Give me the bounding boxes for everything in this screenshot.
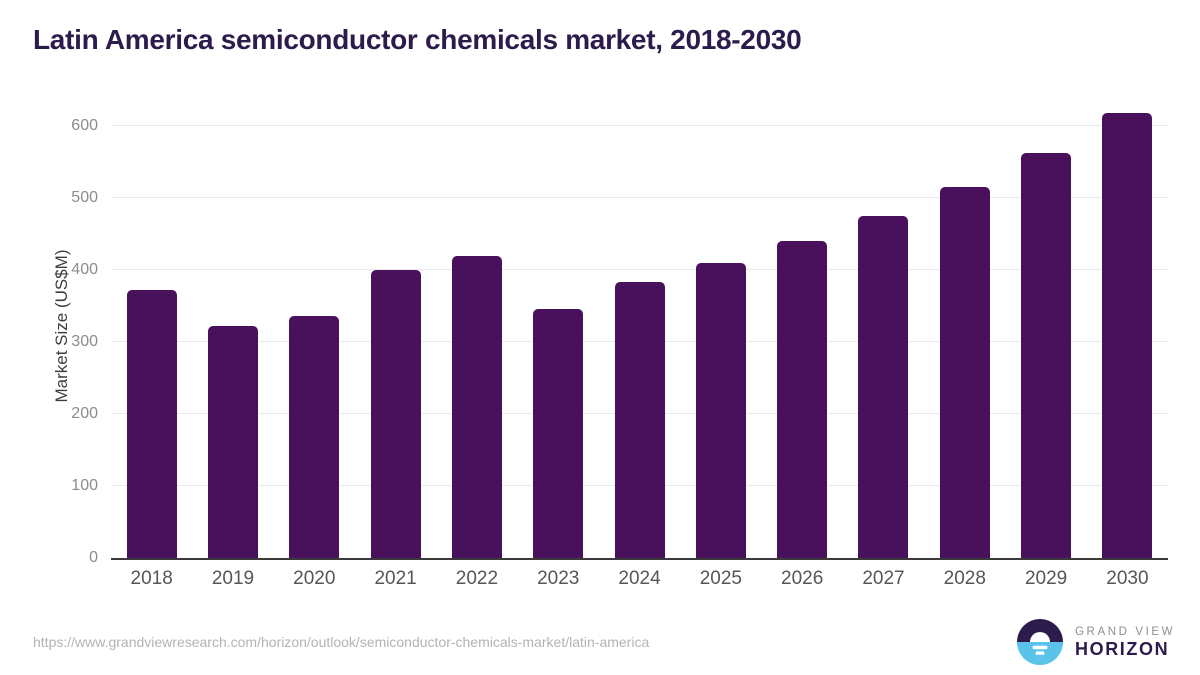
x-axis-labels: 2018 2019 2020 2021 2022 2023 2024 2025 2026 2027… (111, 568, 1168, 590)
x-tick-label-2024: 2024 (618, 568, 661, 589)
bar-slot-2024 (599, 94, 680, 558)
y-tick-label-400: 400 (71, 261, 98, 279)
x-tick-label-2019: 2019 (211, 568, 255, 589)
bar-slot-2022 (436, 94, 517, 558)
x-tick-label-2022: 2022 (455, 568, 499, 589)
x-tick-label-2027: 2027 (862, 568, 905, 589)
x-tick-label-2026: 2026 (781, 568, 824, 589)
y-tick-label-0: 0 (89, 549, 98, 566)
bars-row (111, 94, 1168, 558)
bar-slot-2027 (843, 94, 924, 558)
x-tick-label-2025: 2025 (699, 568, 742, 589)
bar-2019[interactable] (207, 325, 258, 558)
bar-2022[interactable] (451, 255, 502, 558)
bar-2018[interactable] (126, 289, 177, 558)
y-tick-label-300: 300 (71, 333, 98, 351)
x-tick-label-2029: 2029 (1024, 568, 1068, 589)
bar-slot-2018 (111, 94, 192, 558)
x-tick-label-2020: 2020 (293, 568, 336, 589)
bar-2020[interactable] (289, 315, 340, 558)
x-tick-label-2021: 2021 (374, 568, 417, 589)
bar-2027[interactable] (858, 215, 909, 558)
logo-horizon-text: HORIZON (1075, 638, 1170, 659)
x-tick-label-2028: 2028 (943, 568, 986, 589)
bar-2030[interactable] (1102, 113, 1153, 558)
logo-text: GRAND VIEW HORIZON (1075, 625, 1175, 660)
bar-slot-2021 (355, 94, 436, 558)
y-tick-label-100: 100 (71, 477, 98, 495)
bar-slot-2020 (274, 94, 355, 558)
x-tick-label-2023: 2023 (537, 568, 580, 589)
gridline-600 (111, 125, 1168, 127)
source-url: https://www.grandviewresearch.com/horizo… (33, 634, 650, 650)
bar-slot-2023 (518, 94, 599, 558)
y-tick-label-200: 200 (71, 405, 98, 423)
plot-area (111, 94, 1168, 560)
bar-2028[interactable] (939, 186, 990, 558)
x-tick-label-2030: 2030 (1106, 568, 1149, 589)
bar-2026[interactable] (777, 241, 828, 558)
y-tick-label-500: 500 (71, 189, 98, 207)
bar-slot-2025 (680, 94, 761, 558)
grand-view-horizon-logo: GRAND VIEW HORIZON (1017, 619, 1175, 665)
x-tick-label-2018: 2018 (130, 568, 173, 589)
bar-2025[interactable] (695, 263, 746, 558)
bar-slot-2029 (1005, 94, 1086, 558)
horizon-logo-icon (1017, 619, 1063, 665)
y-tick-label-600: 600 (71, 117, 98, 135)
bar-slot-2030 (1087, 94, 1168, 558)
bar-2023[interactable] (533, 309, 584, 558)
logo-grand-view-text: GRAND VIEW (1075, 625, 1176, 638)
bar-2024[interactable] (614, 282, 665, 558)
bar-slot-2026 (762, 94, 843, 558)
bar-slot-2019 (192, 94, 273, 558)
bar-2029[interactable] (1021, 153, 1072, 558)
bar-2021[interactable] (370, 270, 421, 558)
y-axis-ticks: 0 100 200 300 400 500 600 (0, 94, 98, 566)
gridline-500 (111, 197, 1168, 199)
gridline-400 (111, 269, 1168, 271)
bar-slot-2028 (924, 94, 1005, 558)
chart-title: Latin America semiconductor chemicals ma… (33, 24, 802, 55)
